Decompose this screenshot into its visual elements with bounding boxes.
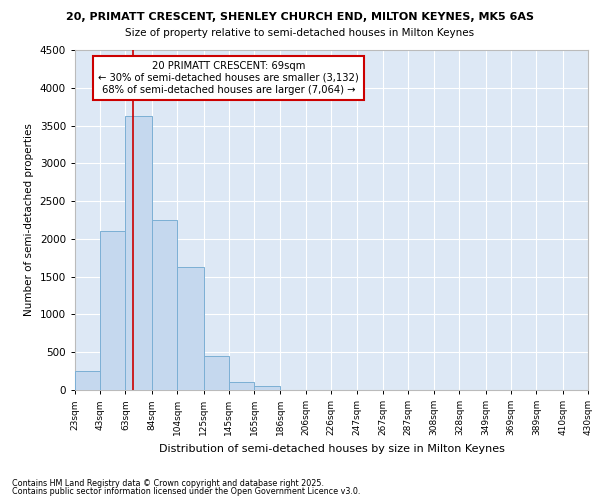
Text: Contains public sector information licensed under the Open Government Licence v3: Contains public sector information licen… bbox=[12, 487, 361, 496]
Bar bbox=[125, 116, 152, 390]
Bar bbox=[229, 382, 254, 390]
Bar bbox=[254, 386, 280, 390]
Bar bbox=[152, 220, 177, 390]
Y-axis label: Number of semi-detached properties: Number of semi-detached properties bbox=[24, 124, 34, 316]
X-axis label: Distribution of semi-detached houses by size in Milton Keynes: Distribution of semi-detached houses by … bbox=[158, 444, 505, 454]
Bar bbox=[203, 356, 229, 390]
Bar bbox=[177, 267, 203, 390]
Text: 20 PRIMATT CRESCENT: 69sqm
← 30% of semi-detached houses are smaller (3,132)
68%: 20 PRIMATT CRESCENT: 69sqm ← 30% of semi… bbox=[98, 62, 359, 94]
Bar bbox=[75, 371, 100, 390]
Text: Contains HM Land Registry data © Crown copyright and database right 2025.: Contains HM Land Registry data © Crown c… bbox=[12, 478, 324, 488]
Text: 20, PRIMATT CRESCENT, SHENLEY CHURCH END, MILTON KEYNES, MK5 6AS: 20, PRIMATT CRESCENT, SHENLEY CHURCH END… bbox=[66, 12, 534, 22]
Bar bbox=[100, 232, 125, 390]
Text: Size of property relative to semi-detached houses in Milton Keynes: Size of property relative to semi-detach… bbox=[125, 28, 475, 38]
